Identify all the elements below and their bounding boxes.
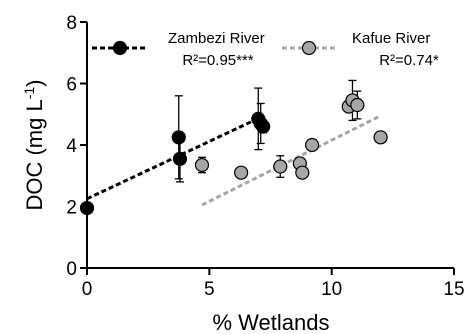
y-tick-label: 2	[66, 198, 77, 219]
zambezi-point	[172, 151, 188, 166]
y-tick-label: 0	[66, 259, 77, 280]
fit-lines	[86, 114, 382, 207]
y-tick-label: 8	[66, 13, 77, 34]
x-tick-label: 0	[82, 279, 93, 300]
kafue-point	[234, 165, 249, 180]
legend-zambezi-r2: R²=0.95***	[182, 52, 253, 69]
legend: Zambezi River R²=0.95*** Kafue River R²=0.7…	[92, 30, 439, 69]
x-tick-label: 10	[321, 279, 342, 300]
kafue-point	[373, 130, 388, 145]
legend-zambezi-marker	[112, 40, 128, 56]
kafue-point	[350, 97, 365, 113]
axes: 0 2 4 6 8 0 5 10 15	[66, 13, 464, 300]
x-axis-label: % Wetlands	[213, 310, 330, 334]
kafue-point	[273, 159, 288, 174]
zambezi-point	[256, 119, 271, 134]
kafue-fit-line	[201, 114, 382, 207]
legend-kafue-name: Kafue River	[352, 30, 430, 47]
y-tick-label: 4	[66, 136, 77, 157]
y-axis-label: DOC (mg L-1)	[21, 79, 47, 210]
legend-kafue-r2: R²=0.74*	[379, 52, 439, 69]
kafue-point	[304, 137, 320, 153]
data-points	[79, 93, 388, 216]
y-axis-label-main: DOC (mg L	[22, 99, 47, 210]
legend-zambezi-name: Zambezi River	[168, 30, 265, 47]
x-tick-label: 15	[443, 279, 464, 300]
zambezi-point	[79, 200, 95, 216]
x-tick-label: 5	[204, 279, 215, 300]
legend-kafue-marker	[301, 40, 317, 56]
kafue-point	[194, 157, 210, 173]
zambezi-point	[171, 130, 186, 145]
y-axis-label-close: )	[22, 79, 47, 86]
kafue-point	[295, 165, 310, 180]
y-axis-label-superscript: -1	[21, 87, 37, 100]
y-tick-label: 6	[66, 75, 77, 96]
